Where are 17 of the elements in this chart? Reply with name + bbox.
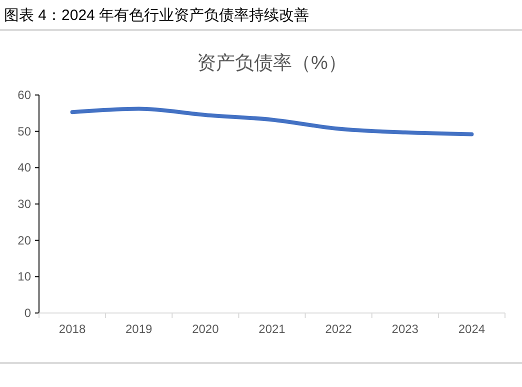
x-tick-label: 2018 (58, 322, 86, 336)
chart-subtitle: 资产负债率（%） (197, 52, 347, 74)
x-tick-label: 2023 (392, 322, 419, 336)
x-tick-label: 2024 (458, 322, 486, 336)
y-tick-label: 0 (24, 306, 32, 320)
x-tick-label: 2022 (325, 322, 352, 336)
line-series (70, 106, 474, 136)
y-tick-label: 10 (18, 270, 32, 284)
y-tick-label: 20 (18, 233, 32, 248)
x-tick-label: 2021 (258, 322, 286, 336)
x-tick-label: 2020 (192, 322, 220, 336)
y-tick-label: 50 (18, 124, 32, 138)
y-tick-label: 30 (18, 197, 32, 211)
y-tick-label: 40 (18, 160, 32, 175)
chart-title: 图表 4：2024 年有色行业资产负债率持续改善 (4, 7, 310, 24)
y-tick-label: 60 (18, 88, 32, 102)
x-tick-label: 2019 (126, 322, 153, 336)
